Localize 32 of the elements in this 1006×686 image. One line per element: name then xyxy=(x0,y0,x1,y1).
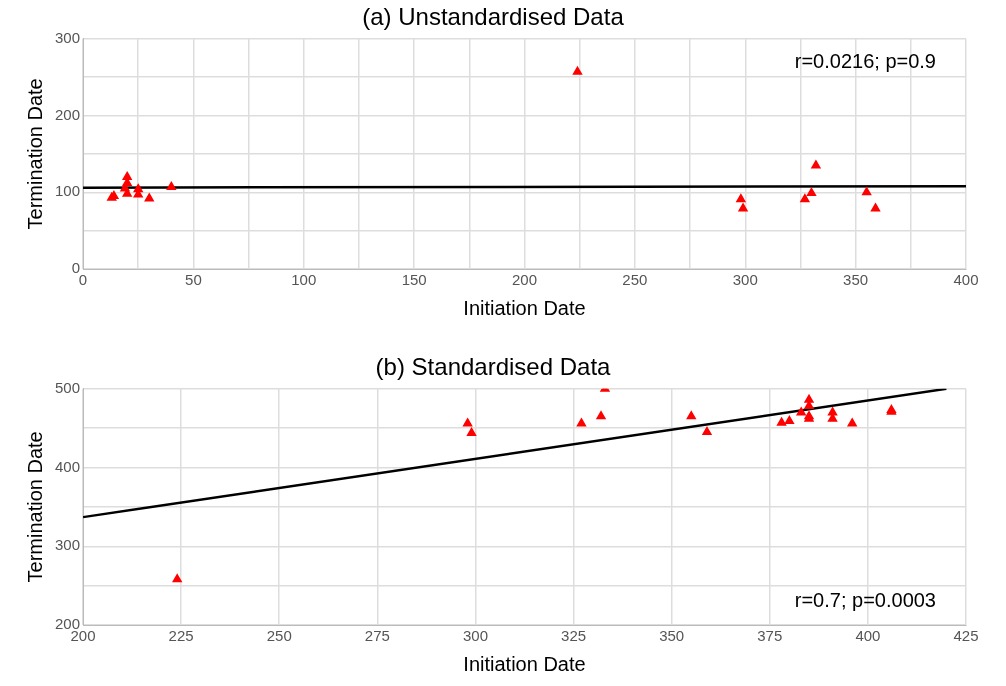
x-tick-label: 325 xyxy=(561,627,587,645)
x-tick-label: 100 xyxy=(291,271,317,289)
x-tick-label: 150 xyxy=(401,271,427,289)
x-tick-label: 400 xyxy=(953,271,979,289)
x-tick-label: 400 xyxy=(855,627,881,645)
x-axis-title: Initiation Date xyxy=(463,652,586,675)
y-axis-title: Termination Date xyxy=(23,431,46,583)
x-tick-label: 350 xyxy=(659,627,685,645)
chart-title: (a) Unstandardised Data xyxy=(362,3,625,31)
x-tick-label: 275 xyxy=(364,627,390,645)
annotation: r=0.7; p=0.0003 xyxy=(794,588,936,611)
chart-title: (b) Standardised Data xyxy=(375,353,612,381)
y-tick-label: 100 xyxy=(55,182,81,200)
annotation: r=0.0216; p=0.9 xyxy=(794,50,936,73)
x-tick-label: 425 xyxy=(953,627,979,645)
x-tick-label: 375 xyxy=(757,627,783,645)
x-tick-label: 300 xyxy=(732,271,758,289)
x-tick-label: 250 xyxy=(266,627,292,645)
x-tick-label: 200 xyxy=(512,271,538,289)
y-tick-label: 300 xyxy=(55,536,81,554)
y-axis-title: Termination Date xyxy=(23,78,46,230)
x-tick-label: 50 xyxy=(185,271,202,289)
x-tick-label: 300 xyxy=(462,627,488,645)
y-tick-label: 200 xyxy=(55,105,81,123)
x-tick-label: 225 xyxy=(168,627,194,645)
y-tick-label: 500 xyxy=(55,378,81,396)
y-tick-label: 0 xyxy=(71,259,81,277)
x-tick-label: 350 xyxy=(843,271,869,289)
x-axis-title: Initiation Date xyxy=(463,296,586,319)
y-tick-label: 400 xyxy=(55,457,81,475)
y-tick-label: 300 xyxy=(55,28,81,46)
x-tick-label: 250 xyxy=(622,271,648,289)
